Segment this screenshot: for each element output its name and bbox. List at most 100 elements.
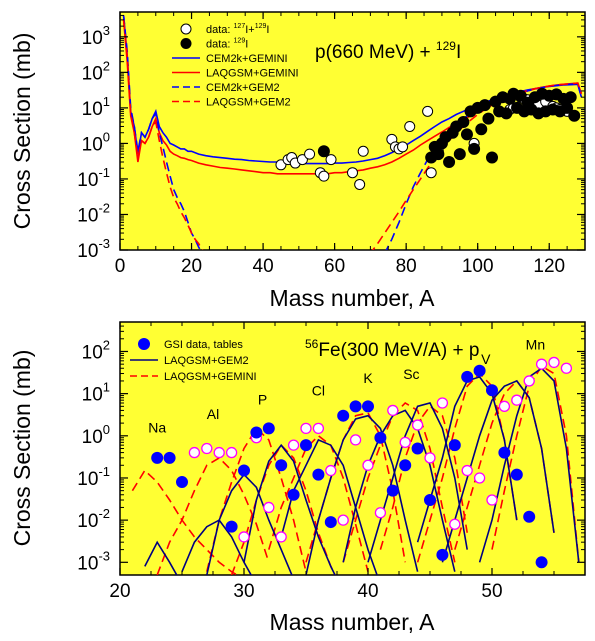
data-point-gsi [523, 510, 536, 523]
y-tick-label: 10-2 [77, 506, 110, 532]
data-point-open [498, 400, 511, 412]
ticks-bottom: 20 30 40 50 10-3 10-2 10-1 100 101 102 [77, 321, 586, 602]
points-bottom [151, 356, 573, 569]
data-point-filled [457, 116, 470, 129]
data-point-gsi [262, 422, 275, 435]
data-point-gsi [324, 516, 337, 529]
data-point-gsi [535, 556, 548, 569]
legend-label: CEM2k+GEMINI [206, 53, 288, 65]
data-point-open [449, 518, 461, 530]
element-label: Al [207, 406, 219, 422]
annotation-bottom-sup: 56 [305, 337, 319, 351]
data-point-open [399, 436, 411, 448]
data-point-filled [453, 148, 466, 161]
data-point-gsi [486, 384, 498, 397]
data-point-gsi [436, 548, 449, 561]
data-point-open [425, 167, 437, 179]
y-tick-label: 10-2 [77, 200, 110, 226]
xlabel-top: Mass number, A [270, 285, 436, 311]
legend-top: data: 127I+129I data: 129I CEM2k+GEMINI LAQ… [172, 23, 299, 109]
data-point-open [511, 394, 523, 406]
data-point-open [225, 446, 238, 459]
points-top [275, 87, 581, 190]
y-tick-label: 101 [82, 94, 110, 120]
data-point-gsi [337, 409, 350, 422]
annotation-top-main: p(660 MeV) + [315, 42, 436, 63]
data-point-open [318, 170, 330, 182]
data-point-open [473, 472, 486, 484]
data-point-open [387, 404, 399, 417]
legend-label: LAQGSM+GEM2 [164, 355, 249, 367]
data-point-gsi [362, 400, 374, 413]
data-point-open [201, 442, 213, 455]
data-point-gsi [151, 451, 164, 464]
x-tick-label: 0 [115, 256, 126, 277]
y-tick-label: 10-1 [77, 165, 110, 191]
data-point-gsi [250, 426, 263, 439]
data-point-open [325, 464, 337, 477]
curves-bottom [131, 365, 580, 575]
data-point-open [424, 452, 436, 464]
data-point-gsi [510, 468, 523, 481]
data-point-gsi [424, 494, 436, 507]
data-point-gsi [287, 488, 300, 501]
data-point-open [296, 154, 308, 166]
element-label: Sc [403, 366, 419, 382]
annotation-top-sup: 129 [436, 39, 456, 53]
annotation-top: p(660 MeV) + 129I [315, 39, 461, 63]
plot-area-top [119, 11, 586, 251]
data-point-open [560, 362, 573, 374]
data-point-open [374, 507, 387, 519]
data-point-filled [460, 128, 473, 141]
data-point-open [411, 419, 424, 431]
y-tick-label: 10-3 [77, 236, 110, 262]
element-label: Cl [312, 383, 325, 399]
data-point-gsi [163, 451, 176, 464]
data-point-open [347, 167, 358, 179]
curve-laqgsm-gem2 [342, 409, 456, 572]
x-tick-label: 120 [533, 256, 565, 277]
data-point-open [422, 105, 434, 117]
data-point-open [461, 464, 473, 477]
element-label: P [258, 392, 267, 408]
curve-laqgsm-gem2 [441, 379, 555, 563]
curve-laqgsm-gem2 [243, 443, 336, 575]
element-labels: Na Al P Cl K Sc V Mn [148, 337, 545, 436]
data-point-filled [432, 148, 445, 161]
x-tick-label: 40 [357, 581, 378, 602]
ylabel-bottom: Cross Section (mb) [9, 350, 35, 547]
curve-laqgsm-gemini [379, 405, 468, 550]
xlabel-bottom: Mass number, A [270, 609, 436, 635]
data-point-filled [475, 123, 488, 136]
data-point-gsi [275, 459, 288, 472]
data-point-filled [317, 145, 330, 158]
data-point-gsi [374, 431, 387, 444]
data-point-gsi [399, 459, 412, 472]
legend-marker-gsi [138, 338, 150, 350]
data-point-open [275, 531, 287, 543]
element-label: K [363, 370, 373, 386]
data-point-open [349, 434, 362, 446]
x-tick-label: 20 [109, 581, 130, 602]
annotation-bottom-main: Fe(300 MeV/A) + p [318, 340, 479, 361]
x-tick-label: 40 [253, 256, 274, 277]
y-tick-label: 100 [82, 129, 110, 155]
annotation-bottom: 56Fe(300 MeV/A) + p [305, 337, 479, 361]
data-point-gsi [448, 439, 461, 452]
curve-laqgsm-gemini [454, 379, 555, 550]
curve-laqgsm-gem2 [206, 473, 293, 575]
ticks-top: 0 20 40 60 80 100 120 10-3 10-2 10-1 100 101 102 103 [77, 11, 586, 277]
x-tick-label: 60 [324, 256, 345, 277]
data-point-filled [486, 151, 498, 164]
data-point-gsi [176, 476, 188, 489]
data-point-open [535, 358, 548, 370]
data-point-gsi [349, 400, 362, 413]
y-tick-label: 103 [82, 23, 110, 49]
y-tick-label: 10-1 [77, 464, 110, 490]
y-tick-label: 102 [82, 58, 110, 84]
data-point-gsi [411, 442, 424, 455]
legend-label: GSI data, tables [164, 339, 243, 351]
data-point-gsi [238, 464, 250, 477]
legend-marker-open [180, 23, 192, 35]
data-point-open [548, 356, 560, 369]
